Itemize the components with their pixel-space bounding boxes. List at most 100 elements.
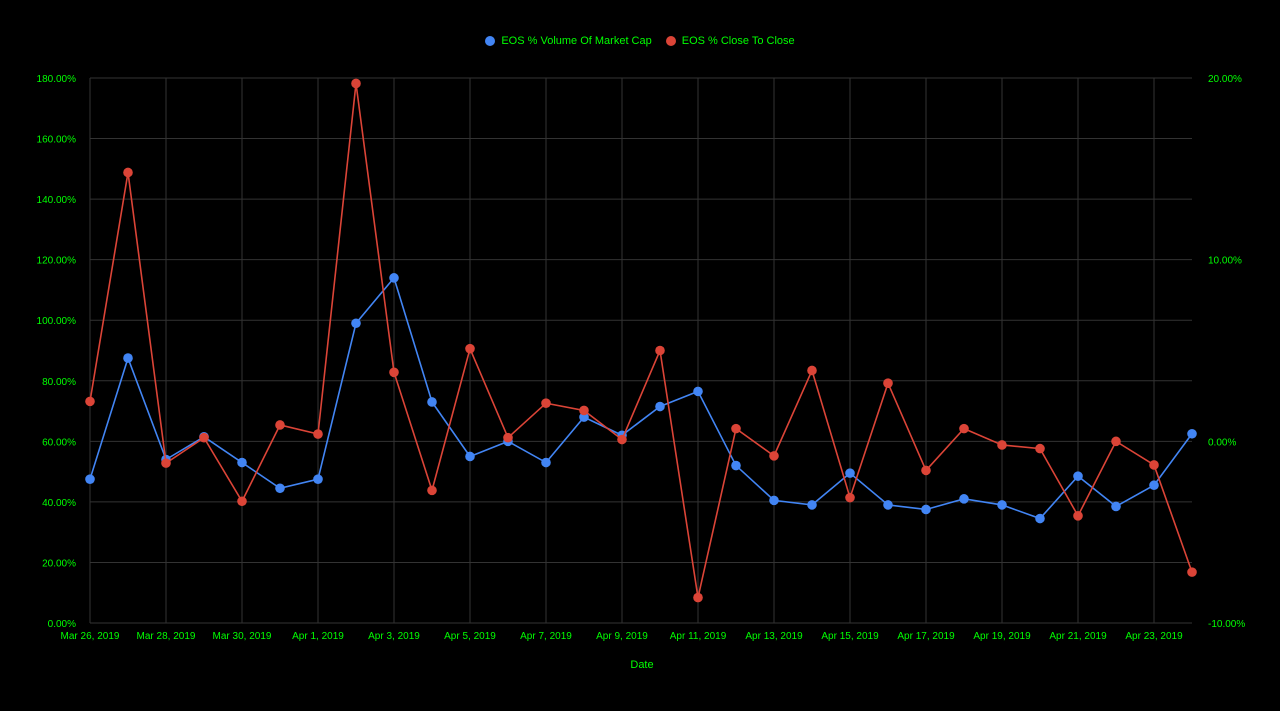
series-1-point[interactable] (1111, 436, 1121, 447)
right-tick-label: 10.00% (1208, 256, 1242, 267)
series-1-point[interactable] (123, 167, 133, 178)
series (85, 78, 1197, 603)
x-tick-label: Apr 5, 2019 (444, 631, 496, 642)
left-tick-label: 100.00% (37, 316, 77, 327)
series-1-point[interactable] (503, 432, 513, 443)
series-0-point[interactable] (541, 457, 551, 468)
series-1-point[interactable] (161, 458, 171, 468)
x-axis: Mar 26, 2019 Mar 28, 2019 Mar 30, 2019 Apr … (61, 631, 1184, 642)
series-0-point[interactable] (997, 500, 1007, 510)
legend-item-volume[interactable]: EOS % Volume Of Market Cap (485, 35, 652, 47)
series-0-point[interactable] (579, 412, 589, 422)
legend-label-volume: EOS % Volume Of Market Cap (501, 35, 652, 47)
series-0-point[interactable] (237, 457, 247, 468)
series-1-point[interactable] (1187, 567, 1197, 577)
series-0-point[interactable] (427, 397, 437, 407)
series-line-1 (89, 83, 1193, 598)
left-tick-label: 180.00% (37, 74, 77, 85)
series-0-point[interactable] (1111, 501, 1121, 512)
x-tick-label: Apr 7, 2019 (520, 631, 572, 642)
series-0-point[interactable] (731, 460, 741, 471)
series-0-point[interactable] (1035, 513, 1045, 524)
series-0-point[interactable] (807, 500, 817, 510)
series-1-point[interactable] (921, 465, 931, 476)
series-0-point[interactable] (465, 451, 475, 462)
left-tick-label: 140.00% (37, 195, 77, 206)
series-1-point[interactable] (1149, 460, 1159, 470)
series-1-point[interactable] (237, 496, 247, 507)
right-tick-label: 0.00% (1208, 437, 1236, 448)
left-tick-label: 0.00% (48, 619, 76, 630)
series-1-point[interactable] (883, 378, 893, 389)
left-tick-label: 160.00% (37, 135, 77, 146)
legend-item-close[interactable]: EOS % Close To Close (665, 35, 795, 47)
x-axis-title: Date (630, 659, 653, 671)
series-1-point[interactable] (807, 365, 817, 376)
series-1-point[interactable] (845, 492, 855, 503)
left-tick-label: 20.00% (42, 558, 76, 569)
series-1-point[interactable] (351, 78, 361, 89)
series-1-point[interactable] (997, 440, 1007, 450)
legend-marker-close (665, 36, 676, 46)
series-0-point[interactable] (85, 474, 95, 484)
x-tick-label: Apr 15, 2019 (821, 631, 879, 642)
x-tick-label: Mar 26, 2019 (61, 631, 120, 642)
series-1-point[interactable] (655, 345, 665, 356)
x-tick-label: Mar 30, 2019 (213, 631, 272, 642)
series-0-point[interactable] (389, 273, 399, 283)
series-0-point[interactable] (845, 468, 855, 478)
series-line-0 (89, 276, 1193, 520)
x-tick-label: Apr 3, 2019 (368, 631, 420, 642)
legend: EOS % Volume Of Market Cap EOS % Close T… (0, 35, 1280, 47)
series-0-point[interactable] (959, 494, 969, 504)
left-tick-label: 120.00% (37, 256, 77, 267)
series-1-point[interactable] (1035, 443, 1045, 454)
legend-marker-volume (485, 36, 496, 46)
left-axis: 0.00% 20.00% 40.00% 60.00% 80.00% 100.00% 120.… (37, 74, 77, 630)
series-1-point[interactable] (579, 405, 589, 416)
series-0-point[interactable] (351, 318, 361, 329)
series-1-point[interactable] (1073, 511, 1083, 521)
series-1-point[interactable] (199, 432, 209, 443)
series-1-point[interactable] (427, 485, 437, 496)
series-0-point[interactable] (921, 504, 931, 515)
x-tick-label: Mar 28, 2019 (137, 631, 196, 642)
x-tick-label: Apr 1, 2019 (292, 631, 344, 642)
series-1-point[interactable] (275, 420, 285, 430)
right-axis: -10.00% 0.00% 10.00% 20.00% (1208, 74, 1245, 630)
series-0-point[interactable] (769, 495, 779, 506)
series-1-point[interactable] (959, 423, 969, 434)
series-0-point[interactable] (313, 474, 323, 484)
x-tick-label: Apr 11, 2019 (670, 631, 727, 642)
series-1-point[interactable] (465, 343, 475, 354)
x-tick-label: Apr 21, 2019 (1049, 631, 1107, 642)
series-1-point[interactable] (769, 451, 779, 461)
series-0-point[interactable] (1149, 480, 1159, 491)
left-tick-label: 60.00% (42, 437, 76, 448)
x-tick-label: Apr 9, 2019 (596, 631, 648, 642)
right-tick-label: 20.00% (1208, 74, 1242, 85)
x-tick-label: Apr 13, 2019 (745, 631, 803, 642)
left-tick-label: 40.00% (42, 498, 76, 509)
legend-label-close: EOS % Close To Close (681, 35, 795, 47)
series-1-point[interactable] (693, 592, 703, 603)
series-0-point[interactable] (275, 483, 285, 494)
series-1-point[interactable] (617, 434, 627, 445)
series-1-point[interactable] (731, 423, 741, 434)
series-1-point[interactable] (313, 429, 323, 439)
series-0-point[interactable] (693, 386, 703, 397)
x-tick-label: Apr 23, 2019 (1125, 631, 1183, 642)
series-0-point[interactable] (1073, 471, 1083, 481)
series-0-point[interactable] (1187, 428, 1197, 439)
series-1-point[interactable] (541, 398, 551, 408)
series-1-point[interactable] (85, 396, 95, 407)
series-0-point[interactable] (883, 500, 893, 510)
right-tick-label: -10.00% (1208, 619, 1245, 630)
series-0-point[interactable] (655, 401, 665, 412)
series-1-point[interactable] (389, 367, 399, 378)
left-tick-label: 80.00% (42, 377, 76, 388)
series-0-point[interactable] (123, 353, 133, 363)
grid (89, 77, 1192, 624)
